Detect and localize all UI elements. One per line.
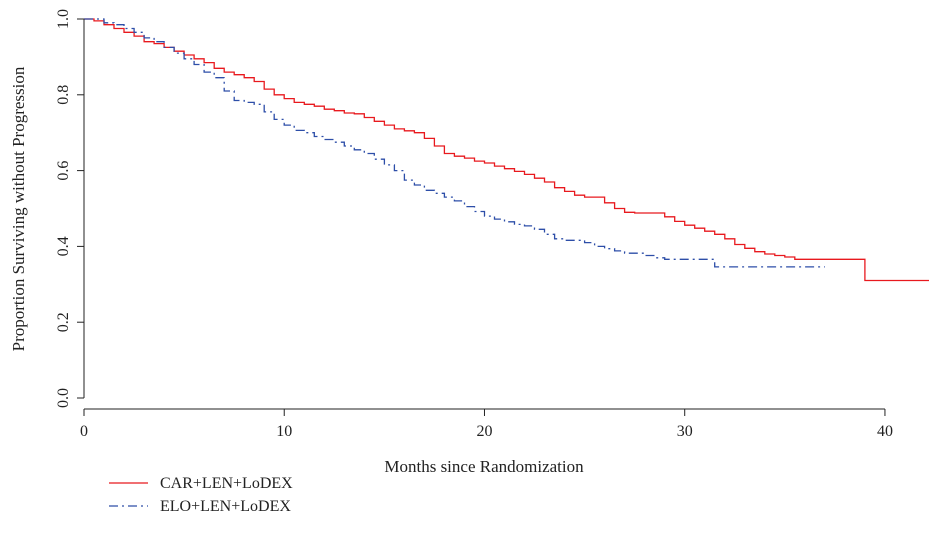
x-tick-label: 40 — [877, 423, 893, 440]
x-tick-label: 0 — [80, 423, 88, 440]
y-tick-label: 0.0 — [55, 388, 72, 408]
x-tick-label: 30 — [677, 423, 693, 440]
y-tick-label: 1.0 — [55, 9, 72, 29]
y-axis-title: Proportion Surviving without Progression — [9, 66, 28, 351]
axes: 0 10 20 30 40 0.0 0.2 0.4 0.6 0.8 1.0 — [55, 9, 893, 440]
legend-label-1: CAR+LEN+LoDEX — [160, 475, 293, 492]
y-tick-label: 0.8 — [55, 85, 72, 105]
legend: CAR+LEN+LoDEX ELO+LEN+LoDEX — [109, 475, 293, 515]
y-ticks: 0.0 0.2 0.4 0.6 0.8 1.0 — [55, 9, 84, 408]
series-line-2 — [84, 18, 825, 268]
plot-lines — [84, 18, 929, 282]
x-ticks: 0 10 20 30 40 — [80, 409, 893, 440]
series-line-1 — [84, 18, 929, 282]
y-tick-label: 0.2 — [55, 312, 72, 332]
y-tick-label: 0.4 — [55, 236, 72, 256]
x-tick-label: 10 — [276, 423, 292, 440]
x-axis-title: Months since Randomization — [384, 457, 584, 476]
legend-label-2: ELO+LEN+LoDEX — [160, 498, 291, 515]
x-tick-label: 20 — [476, 423, 492, 440]
y-tick-label: 0.6 — [55, 161, 72, 181]
